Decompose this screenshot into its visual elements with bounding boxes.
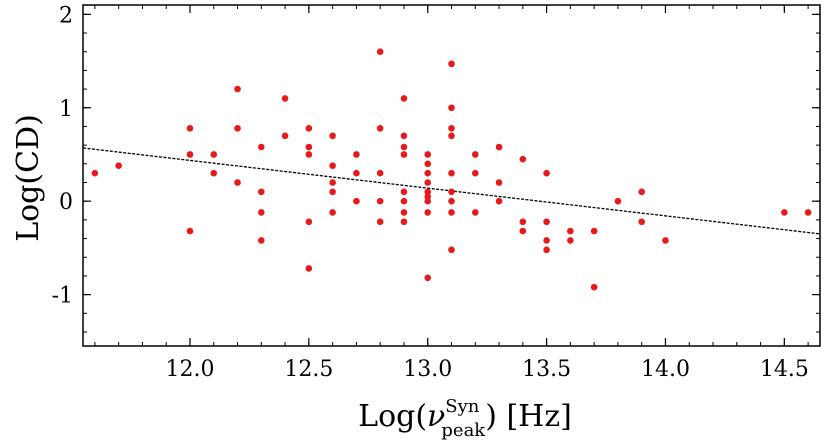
data-point — [400, 197, 408, 205]
data-point — [305, 265, 313, 272]
data-point — [329, 209, 336, 216]
data-point — [305, 125, 313, 132]
data-point — [329, 162, 336, 169]
data-point — [448, 188, 455, 196]
data-point — [448, 197, 455, 205]
data-point — [376, 48, 384, 56]
data-point — [329, 179, 336, 186]
x-tick-label: 14.5 — [760, 357, 809, 382]
data-point — [424, 179, 432, 186]
y-axis-label: Log(CD) — [11, 114, 46, 242]
data-point — [543, 218, 550, 226]
data-point — [567, 237, 574, 244]
data-point — [329, 132, 336, 140]
y-tick-label: 1 — [59, 97, 73, 122]
data-point — [424, 197, 432, 205]
y-tick-label: -1 — [52, 284, 73, 309]
data-point — [186, 151, 194, 158]
data-point — [400, 95, 408, 102]
data-point — [400, 151, 408, 158]
data-point — [638, 188, 645, 196]
data-point — [424, 151, 432, 158]
data-point — [543, 237, 550, 244]
data-point — [662, 237, 669, 244]
data-point — [353, 169, 360, 177]
x-axis-label: Log(νSyn peak) [Hz] — [358, 396, 572, 441]
x-tick-label: 12.0 — [165, 357, 214, 382]
data-point — [305, 151, 313, 158]
data-point — [448, 104, 455, 112]
data-point — [210, 151, 218, 158]
data-point — [91, 169, 99, 177]
data-point — [258, 209, 265, 216]
data-point — [210, 169, 218, 177]
data-point — [234, 125, 241, 132]
data-point — [590, 227, 598, 235]
data-point — [448, 125, 455, 132]
x-tick-label: 14.0 — [641, 357, 690, 382]
data-point — [495, 143, 503, 151]
y-tick-label: 0 — [59, 190, 73, 215]
data-point — [376, 197, 384, 205]
data-point — [376, 169, 384, 177]
y-axis-ticks: -1 0 1 2 — [52, 3, 820, 309]
data-point — [495, 179, 503, 186]
data-point — [543, 169, 550, 177]
data-point — [258, 188, 265, 196]
data-point — [234, 85, 241, 93]
data-point — [353, 197, 360, 205]
data-point — [495, 197, 503, 205]
data-point — [305, 218, 313, 226]
data-point — [400, 188, 408, 196]
data-point — [448, 169, 455, 177]
data-point — [448, 60, 455, 68]
data-point — [376, 218, 384, 226]
data-point — [281, 132, 289, 140]
data-point — [424, 274, 432, 282]
data-point — [186, 227, 194, 235]
data-point — [424, 169, 432, 177]
data-point — [400, 132, 408, 140]
x-tick-label: 13.0 — [403, 357, 452, 382]
data-point — [519, 227, 527, 235]
data-point — [424, 188, 432, 196]
data-point — [448, 132, 455, 140]
x-axis-ticks: 12.0 12.5 13.0 13.5 14.0 14.5 — [165, 5, 809, 382]
data-point — [376, 125, 384, 132]
data-point — [424, 193, 432, 200]
x-tick-label: 12.5 — [284, 357, 333, 382]
data-point — [305, 143, 313, 151]
data-point — [186, 125, 194, 132]
data-point — [519, 155, 527, 163]
data-point — [353, 151, 360, 158]
data-point — [804, 209, 812, 216]
data-point — [471, 169, 479, 177]
data-point — [258, 237, 265, 244]
data-point — [115, 162, 122, 169]
data-point — [329, 188, 336, 196]
data-point — [448, 246, 455, 254]
data-point — [590, 283, 598, 291]
data-point — [400, 143, 408, 151]
data-point — [614, 197, 622, 205]
data-point — [781, 209, 788, 216]
data-point — [471, 209, 479, 216]
data-point — [567, 227, 574, 235]
data-point — [281, 95, 289, 102]
data-point — [448, 209, 455, 216]
data-point — [258, 143, 265, 151]
data-point — [638, 218, 645, 226]
x-tick-label: 13.5 — [522, 357, 571, 382]
data-point — [519, 218, 527, 226]
data-point — [424, 209, 432, 216]
data-points — [91, 48, 812, 291]
y-tick-label: 2 — [59, 3, 73, 28]
data-point — [543, 246, 550, 254]
data-point — [471, 151, 479, 158]
data-point — [424, 160, 432, 168]
data-point — [234, 179, 241, 186]
data-point — [400, 209, 408, 216]
data-point — [400, 218, 408, 226]
